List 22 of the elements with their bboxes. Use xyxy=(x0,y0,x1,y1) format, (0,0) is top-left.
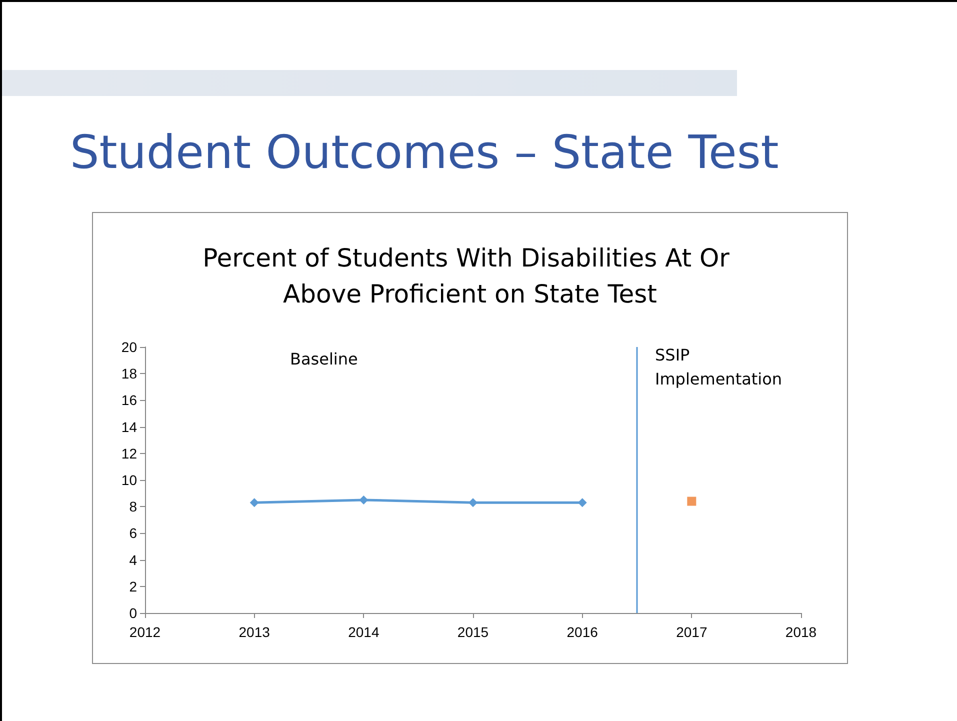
x-tick-label: 2018 xyxy=(785,624,817,640)
y-tick-label: 20 xyxy=(121,339,138,355)
y-tick-label: 14 xyxy=(121,418,138,435)
x-tick-label: 2016 xyxy=(566,624,598,640)
y-tick-label: 10 xyxy=(121,472,138,488)
chart-subtitle: Percent of Students With Disabilities At Or Above Proficient on State Test xyxy=(202,244,738,308)
y-tick-label: 8 xyxy=(129,498,138,515)
y-tick-label: 2 xyxy=(129,578,138,594)
x-tick-label: 2013 xyxy=(238,624,270,640)
chart-title: Student Outcomes – State Test xyxy=(70,125,779,179)
annotation: Baseline xyxy=(290,350,358,368)
y-tick-label: 18 xyxy=(121,366,138,382)
x-tick-label: 2012 xyxy=(129,624,161,640)
y-tick-label: 6 xyxy=(129,525,138,542)
y-tick-label: 16 xyxy=(121,392,138,408)
y-tick-label: 4 xyxy=(129,552,138,568)
y-tick-label: 12 xyxy=(121,445,138,462)
y-tick-label: 0 xyxy=(129,605,138,621)
x-tick-label: 2017 xyxy=(676,624,708,640)
x-tick-label: 2015 xyxy=(457,624,489,640)
x-tick-label: 2014 xyxy=(348,624,380,640)
annotation: SSIP Implementation xyxy=(655,346,782,388)
